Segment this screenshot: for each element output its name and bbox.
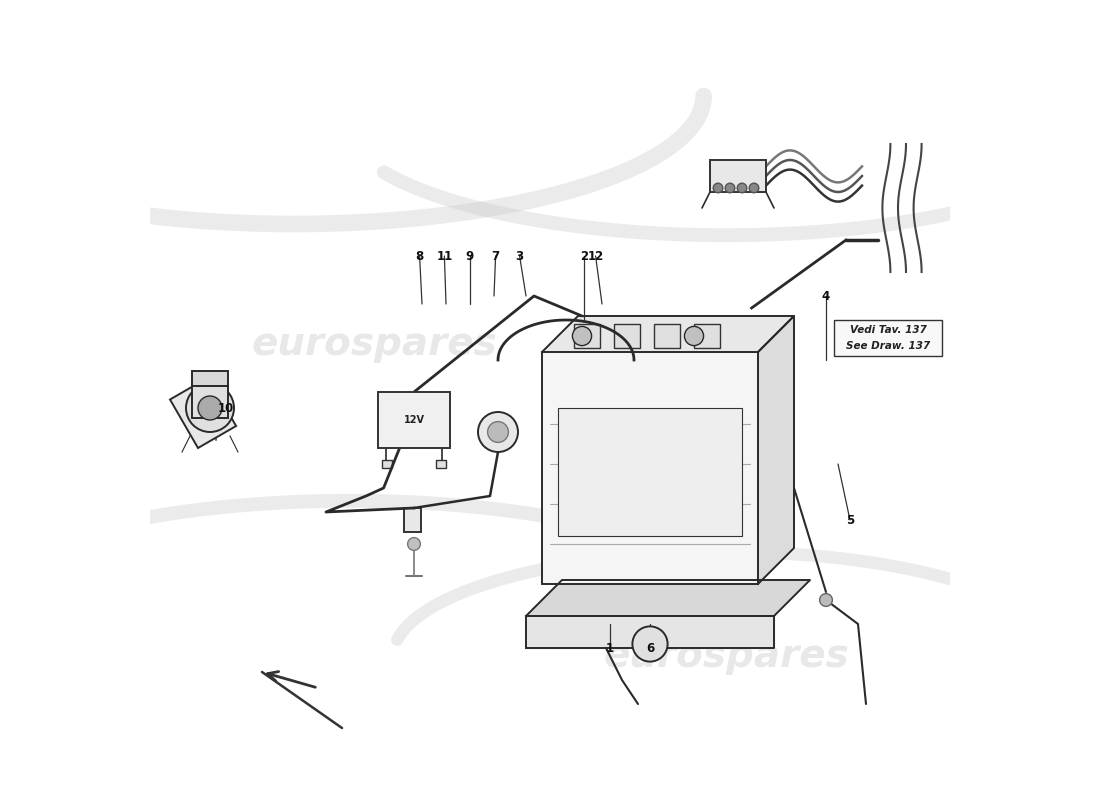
Bar [834,320,942,356]
Bar [574,324,600,348]
Text: 10: 10 [218,402,234,414]
Circle shape [186,384,234,432]
Polygon shape [526,580,810,616]
Text: See Draw. 137: See Draw. 137 [846,342,931,351]
Text: 12: 12 [587,250,604,262]
Text: Vedi Tav. 137: Vedi Tav. 137 [849,325,926,334]
Circle shape [198,396,222,420]
Circle shape [478,412,518,452]
Polygon shape [758,316,794,584]
Text: 4: 4 [822,290,830,302]
Bar [378,392,450,448]
Bar [614,324,639,348]
Circle shape [749,183,759,193]
Text: 8: 8 [416,250,424,262]
Text: eurospares: eurospares [251,325,497,363]
Bar [694,324,719,348]
Bar [404,508,421,532]
Text: 9: 9 [466,250,474,262]
Bar [542,352,758,584]
Circle shape [487,422,508,442]
Bar [382,460,392,468]
Bar [710,160,766,192]
Circle shape [408,538,420,550]
Polygon shape [542,316,794,352]
Bar [437,460,446,468]
Circle shape [713,183,723,193]
Text: 12V: 12V [404,415,425,425]
Circle shape [820,594,833,606]
Circle shape [684,326,704,346]
Text: 11: 11 [437,250,452,262]
Polygon shape [526,616,774,648]
Bar [558,408,743,536]
Bar [192,371,228,386]
Circle shape [737,183,747,193]
Text: eurospares: eurospares [603,637,849,675]
Text: 3: 3 [516,250,524,262]
Circle shape [632,626,668,662]
Text: 5: 5 [846,514,854,526]
Bar [192,386,228,418]
Text: 1: 1 [606,642,614,654]
Text: 2: 2 [581,250,589,262]
Text: 6: 6 [646,642,654,654]
Circle shape [572,326,592,346]
Bar [170,378,236,448]
Circle shape [725,183,735,193]
Text: 7: 7 [492,250,499,262]
Bar [654,324,680,348]
